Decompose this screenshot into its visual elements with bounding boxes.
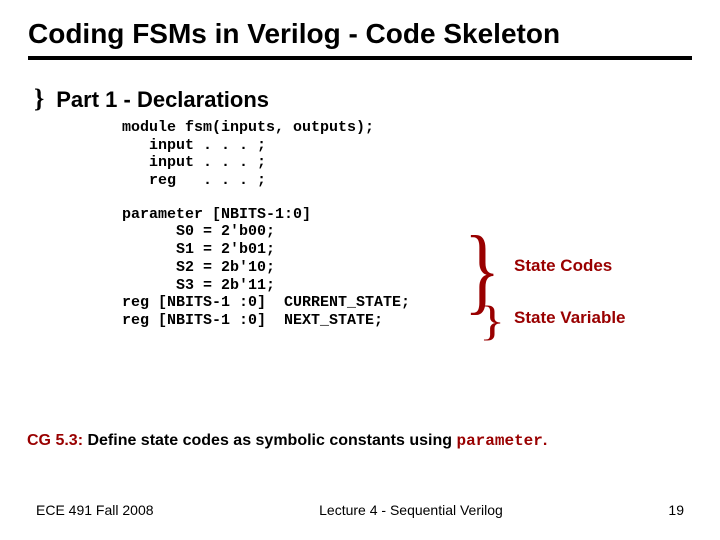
footer-right: 19 [668, 502, 684, 518]
anno-state-variable: State Variable [514, 308, 626, 328]
footer-center: Lecture 4 - Sequential Verilog [319, 502, 503, 518]
bullet-text: Part 1 - Declarations [56, 87, 269, 113]
title-rule [28, 56, 692, 60]
footer-left: ECE 491 Fall 2008 [36, 502, 154, 518]
bullet-row: } Part 1 - Declarations [34, 86, 692, 113]
bullet-glyph-icon: } [34, 86, 44, 112]
guideline-keyword: parameter [456, 432, 542, 450]
code-declarations: module fsm(inputs, outputs); input . . .… [122, 119, 692, 190]
guideline-suffix: . [543, 432, 547, 449]
slide: Coding FSMs in Verilog - Code Skeleton }… [0, 0, 720, 540]
brace-icon: } [479, 301, 505, 343]
annotated-code-region: parameter [NBITS-1:0] S0 = 2'b00; S1 = 2… [122, 206, 692, 330]
footer: ECE 491 Fall 2008 Lecture 4 - Sequential… [0, 502, 720, 518]
guideline-body: Define state codes as symbolic constants… [83, 432, 456, 449]
slide-title: Coding FSMs in Verilog - Code Skeleton [28, 18, 692, 50]
guideline: CG 5.3: Define state codes as symbolic c… [27, 432, 547, 450]
anno-state-codes: State Codes [514, 256, 612, 276]
guideline-prefix: CG 5.3: [27, 432, 83, 449]
